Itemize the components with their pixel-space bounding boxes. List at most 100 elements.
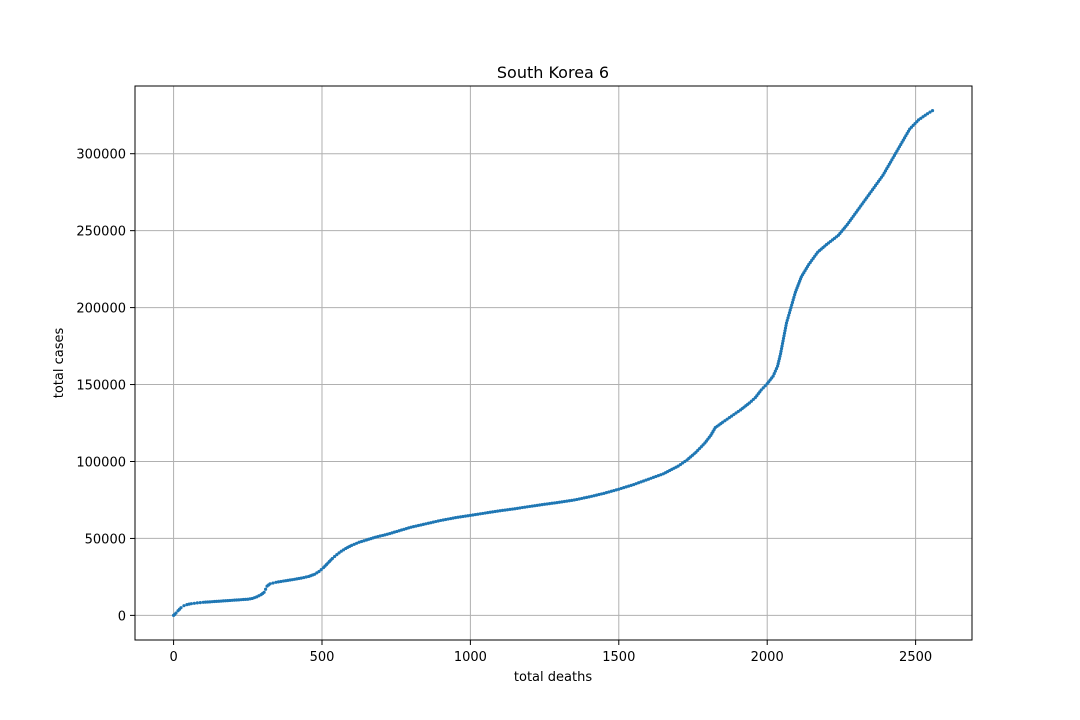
data-point <box>453 516 458 520</box>
data-point <box>337 551 341 555</box>
data-point <box>736 409 740 414</box>
data-point <box>439 518 443 523</box>
data-point <box>488 510 492 514</box>
data-point <box>352 542 356 546</box>
y-tick-label: 300000 <box>76 148 126 163</box>
data-point <box>585 495 589 499</box>
y-tick-label: 250000 <box>76 225 126 240</box>
data-point <box>676 464 680 468</box>
data-point <box>599 492 604 496</box>
data-point <box>493 509 497 514</box>
data-point <box>302 575 306 580</box>
plot-area <box>135 86 972 640</box>
data-point <box>580 496 584 501</box>
data-point <box>567 499 571 503</box>
data-point <box>622 486 626 490</box>
data-point <box>602 491 606 495</box>
data-point <box>508 507 512 511</box>
data-point <box>189 602 193 606</box>
data-point <box>597 492 601 497</box>
data-point <box>330 556 334 561</box>
data-point <box>268 582 272 586</box>
data-point <box>779 349 783 353</box>
data-point <box>518 506 522 510</box>
y-tick-label: 0 <box>118 609 126 624</box>
data-point <box>634 482 638 486</box>
data-point <box>592 494 596 498</box>
data-point <box>533 504 537 508</box>
data-point <box>587 495 591 499</box>
data-point <box>276 580 281 584</box>
data-point <box>609 489 613 493</box>
data-point <box>545 502 549 506</box>
data-point <box>732 412 736 417</box>
data-point <box>727 416 731 420</box>
data-point <box>761 386 765 390</box>
data-point <box>789 306 793 310</box>
data-point <box>575 497 579 502</box>
data-point <box>525 505 529 509</box>
data-point <box>451 516 455 520</box>
data-point <box>198 601 202 605</box>
y-axis-label: total cases <box>52 328 67 399</box>
data-point <box>681 461 685 465</box>
data-point <box>784 323 788 328</box>
data-point <box>632 482 636 487</box>
x-tick-label: 0 <box>169 650 177 665</box>
data-point <box>649 476 653 480</box>
data-point <box>721 420 725 424</box>
data-point <box>776 362 780 366</box>
data-point <box>792 295 796 299</box>
data-point <box>560 500 564 504</box>
data-point <box>928 110 932 114</box>
data-point <box>317 569 321 574</box>
data-point <box>925 112 930 116</box>
data-point <box>771 374 775 378</box>
data-point <box>530 504 534 508</box>
data-point <box>772 371 776 376</box>
data-point <box>520 505 524 510</box>
data-point <box>446 517 450 521</box>
data-point <box>577 497 581 501</box>
data-point <box>350 543 354 547</box>
data-point <box>612 488 616 493</box>
data-point <box>785 318 789 323</box>
data-point <box>777 359 781 363</box>
data-point <box>359 539 364 544</box>
data-point <box>456 515 460 519</box>
data-point <box>565 499 569 503</box>
data-point <box>787 311 792 315</box>
data-point <box>784 321 789 325</box>
data-point <box>557 500 562 504</box>
data-point <box>179 606 183 610</box>
data-point <box>644 478 648 482</box>
data-point <box>777 357 781 361</box>
data-point <box>424 522 428 526</box>
data-point <box>461 514 465 519</box>
data-point <box>458 515 463 519</box>
grid-lines <box>135 86 972 640</box>
y-tick-label: 150000 <box>76 379 126 394</box>
y-tick-label: 50000 <box>85 532 126 547</box>
data-point <box>434 519 438 524</box>
data-point <box>683 459 687 464</box>
data-point <box>333 554 337 559</box>
data-point <box>503 508 507 512</box>
data-point <box>540 503 544 507</box>
data-point <box>793 293 797 297</box>
data-point <box>538 503 542 507</box>
data-point <box>787 313 791 317</box>
x-axis-label: total deaths <box>514 670 592 685</box>
data-point <box>513 507 517 511</box>
data-point <box>486 511 490 515</box>
data-point <box>510 507 515 511</box>
data-point <box>473 512 477 517</box>
x-tick-label: 1500 <box>602 650 635 665</box>
data-point <box>659 473 663 477</box>
x-tick-label: 500 <box>310 650 335 665</box>
data-point <box>262 590 266 594</box>
data-point <box>552 501 557 505</box>
data-point <box>550 501 554 505</box>
data-point <box>441 518 445 522</box>
data-point <box>779 347 784 351</box>
